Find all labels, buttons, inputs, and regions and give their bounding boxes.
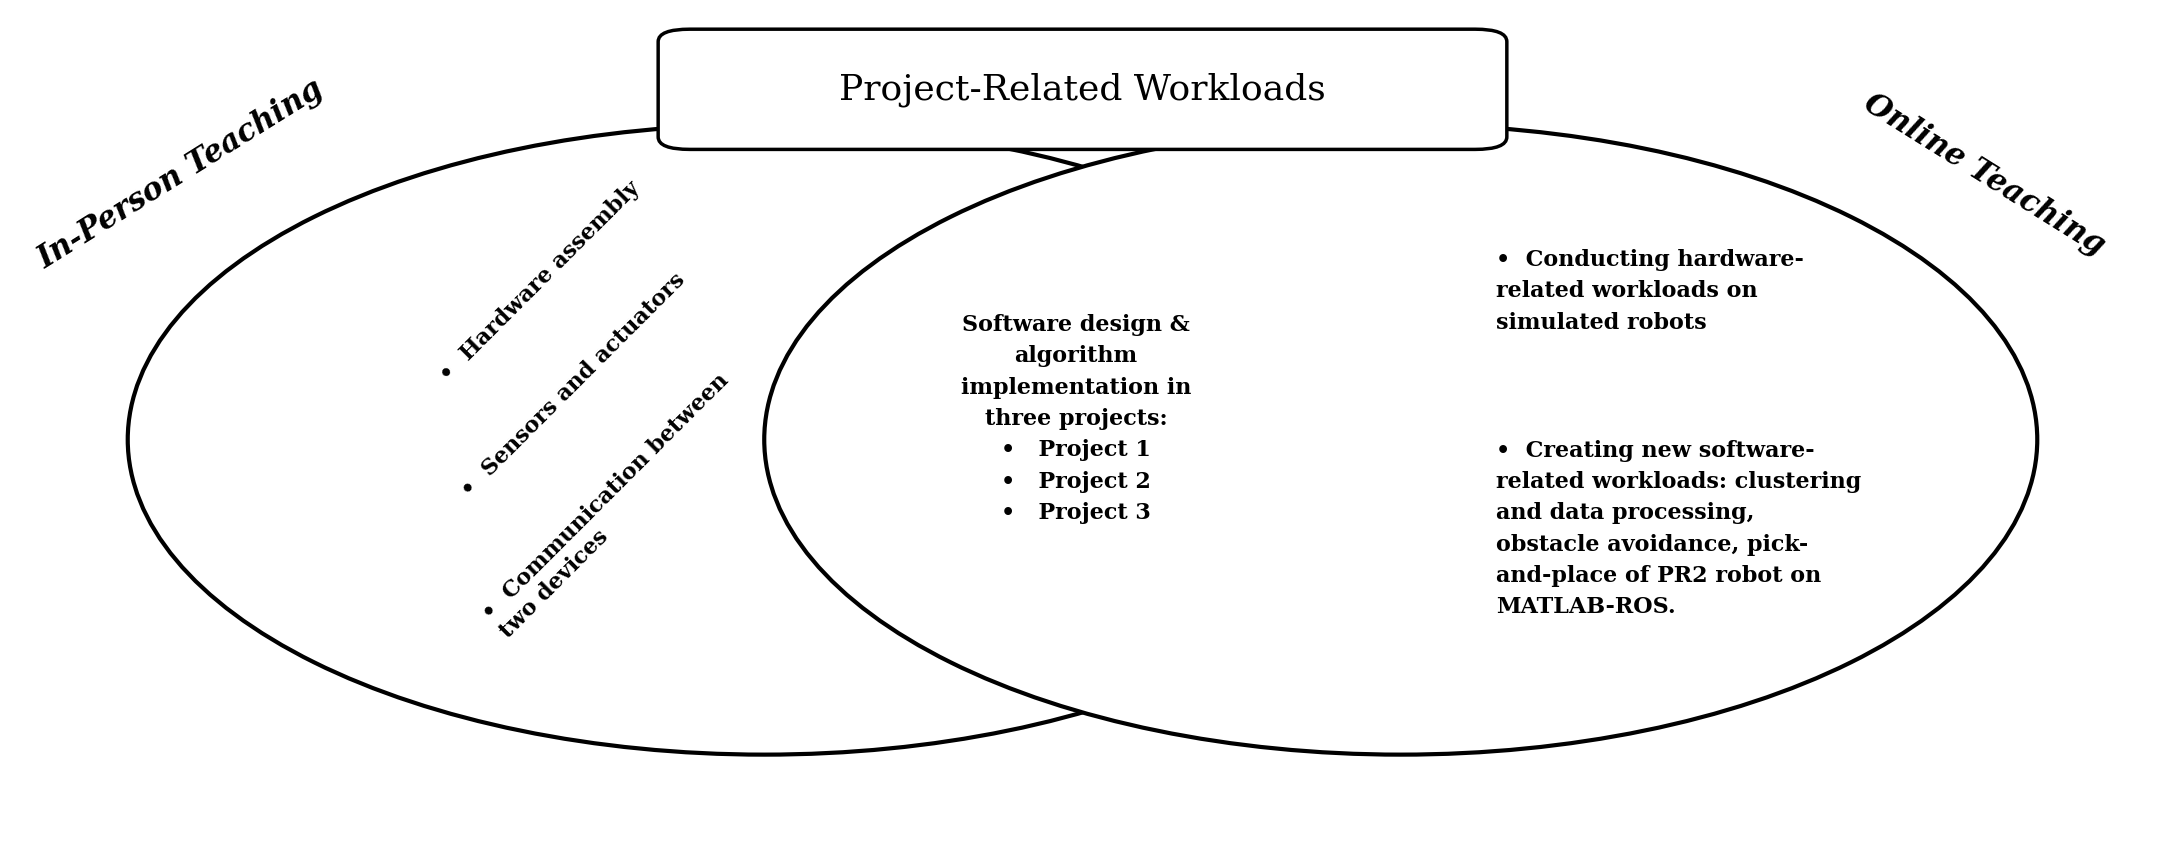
Ellipse shape [764,124,2037,755]
Text: •  Sensors and actuators: • Sensors and actuators [457,269,688,502]
Text: •  Conducting hardware-
related workloads on
simulated robots: • Conducting hardware- related workloads… [1496,249,1803,333]
Text: Online Teaching: Online Teaching [1858,87,2111,261]
Text: Project-Related Workloads: Project-Related Workloads [840,72,1325,107]
Text: In-Person Teaching: In-Person Teaching [32,74,329,275]
Ellipse shape [128,124,1401,755]
Text: •  Creating new software-
related workloads: clustering
and data processing,
obs: • Creating new software- related workloa… [1496,440,1862,618]
Text: Software design &
algorithm
implementation in
three projects:
•   Project 1
•   : Software design & algorithm implementati… [961,314,1191,524]
Text: •  Communication between
two devices: • Communication between two devices [478,370,751,642]
FancyBboxPatch shape [658,30,1507,150]
Text: •  Hardware assembly: • Hardware assembly [435,178,645,387]
